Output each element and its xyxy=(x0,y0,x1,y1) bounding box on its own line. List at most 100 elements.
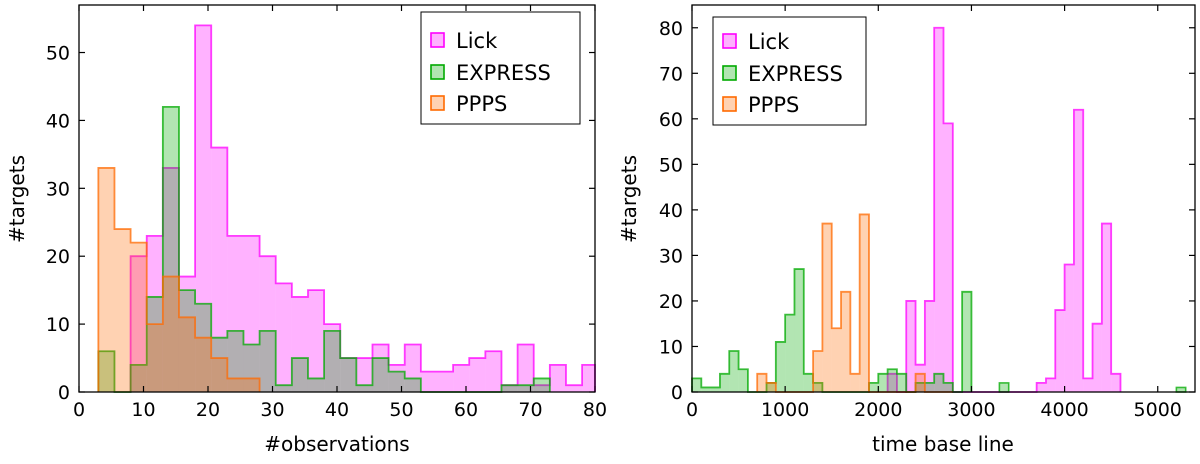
bar-express xyxy=(517,385,534,392)
right-legend-label-express: EXPRESS xyxy=(748,62,843,86)
bar-express xyxy=(227,330,244,392)
bar-ppps xyxy=(162,276,179,392)
bar-lick xyxy=(307,290,325,392)
bar-lick xyxy=(324,324,341,392)
bar-ppps xyxy=(195,337,212,392)
bar-express xyxy=(1175,386,1187,393)
bar-lick xyxy=(1101,223,1112,392)
bar-lick xyxy=(582,364,595,392)
y-tick-label: 40 xyxy=(659,200,683,222)
bar-ppps xyxy=(841,291,851,392)
y-tick-label: 20 xyxy=(659,291,683,313)
bar-express xyxy=(388,371,405,392)
y-tick-label: 0 xyxy=(671,382,683,404)
right-legend: Lick EXPRESS PPPS xyxy=(712,16,867,126)
bar-lick xyxy=(501,385,518,392)
bar-lick xyxy=(436,371,454,392)
bar-lick xyxy=(533,385,550,392)
x-tick-label: 2000 xyxy=(854,399,902,421)
bar-express xyxy=(501,385,518,392)
bar-lick xyxy=(340,358,357,392)
left-histogram-panel: 0 10 20 30 40 50 60 70 80 0 10 20 30 40 50 #observatio… xyxy=(5,4,607,456)
x-tick-label: 50 xyxy=(389,399,413,421)
bar-lick xyxy=(178,276,196,392)
bar-express xyxy=(878,373,888,392)
y-tick-label: 50 xyxy=(46,43,70,65)
y-tick-label: 10 xyxy=(659,336,683,358)
bar-lick xyxy=(420,371,437,392)
bar-express xyxy=(356,385,373,392)
bar-lick xyxy=(275,283,292,392)
right-y-axis-label: #targets xyxy=(617,155,641,243)
x-tick-label: 60 xyxy=(454,399,478,421)
bar-ppps xyxy=(227,378,244,392)
bar-lick xyxy=(195,25,212,393)
bar-ppps xyxy=(757,373,767,392)
bar-express xyxy=(404,378,421,392)
bar-express xyxy=(533,378,550,392)
bar-ppps xyxy=(98,167,115,392)
bar-ppps xyxy=(243,378,260,392)
bar-express xyxy=(98,351,115,392)
bar-lick xyxy=(404,344,421,392)
right-legend-label-lick: Lick xyxy=(748,30,790,54)
left-y-axis-label: #targets xyxy=(5,155,29,243)
bar-lick xyxy=(259,256,276,392)
bar-express xyxy=(211,337,228,392)
bar-lick xyxy=(1083,378,1093,392)
bar-express xyxy=(785,314,795,392)
right-legend-swatch-express xyxy=(722,65,737,81)
x-tick-label: 80 xyxy=(583,399,607,421)
bar-express xyxy=(998,382,1010,393)
left-legend: Lick EXPRESS PPPS xyxy=(420,11,581,125)
left-x-axis-label: #observations xyxy=(264,432,409,456)
bar-lick xyxy=(565,385,583,392)
bar-express xyxy=(962,291,972,392)
bar-express xyxy=(162,106,179,392)
y-tick-label: 0 xyxy=(58,382,70,404)
bar-lick xyxy=(924,300,935,392)
left-legend-label-ppps: PPPS xyxy=(456,92,507,116)
bar-express xyxy=(915,382,925,392)
x-tick-label: 5000 xyxy=(1134,399,1182,421)
left-legend-swatch-lick xyxy=(430,32,445,48)
right-histogram-panel: 0 1000 2000 3000 4000 5000 0 10 20 30 40 50 60 70 80 t… xyxy=(617,4,1196,456)
bar-express xyxy=(924,382,935,392)
bar-express xyxy=(794,269,804,392)
y-tick-label: 60 xyxy=(659,109,683,131)
left-legend-label-lick: Lick xyxy=(456,29,498,53)
bar-lick xyxy=(549,364,566,392)
bar-lick xyxy=(1064,264,1074,392)
bar-express xyxy=(146,296,163,392)
bar-lick xyxy=(372,344,389,392)
bar-express xyxy=(868,382,879,392)
bar-express xyxy=(896,373,907,392)
bar-lick xyxy=(162,167,179,392)
bar-lick xyxy=(291,296,308,392)
bar-lick xyxy=(469,358,486,392)
bar-express xyxy=(738,369,748,392)
bar-ppps xyxy=(146,324,163,392)
right-plot-frame xyxy=(691,4,1196,393)
y-tick-label: 50 xyxy=(659,154,683,176)
bar-lick xyxy=(915,364,925,392)
bar-lick xyxy=(146,235,163,392)
bar-lick xyxy=(453,364,470,392)
x-tick-label: 3000 xyxy=(947,399,995,421)
y-tick-label: 10 xyxy=(46,314,70,336)
bar-lick xyxy=(906,300,916,392)
bar-express xyxy=(943,382,953,392)
bar-express xyxy=(195,303,212,392)
bar-lick xyxy=(1036,382,1046,392)
step-outline-ppps xyxy=(97,167,261,392)
bar-express xyxy=(178,290,196,392)
bar-express xyxy=(887,369,897,392)
bar-express xyxy=(324,330,341,392)
bar-ppps xyxy=(859,214,869,392)
bar-lick xyxy=(1092,323,1102,392)
bar-ppps xyxy=(822,223,832,392)
bar-express xyxy=(775,341,786,392)
left-legend-swatch-ppps xyxy=(430,95,445,111)
bar-express xyxy=(692,378,702,392)
